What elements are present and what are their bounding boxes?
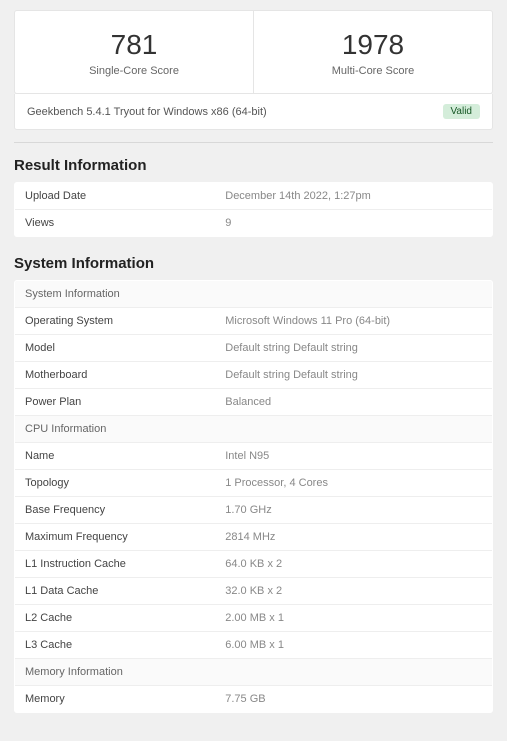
- value-l3: 6.00 MB x 1: [215, 632, 492, 659]
- divider: [14, 142, 493, 143]
- row-l3: L3 Cache 6.00 MB x 1: [15, 632, 493, 659]
- subheader-memory-label: Memory Information: [15, 659, 493, 686]
- row-model: Model Default string Default string: [15, 335, 493, 362]
- system-info-table: System Information Operating System Micr…: [14, 280, 493, 713]
- label-power-plan: Power Plan: [15, 389, 216, 416]
- label-model: Model: [15, 335, 216, 362]
- system-info-title: System Information: [14, 255, 493, 272]
- value-memory: 7.75 GB: [215, 686, 492, 713]
- value-l2: 2.00 MB x 1: [215, 605, 492, 632]
- label-upload-date: Upload Date: [15, 183, 216, 210]
- label-os: Operating System: [15, 308, 216, 335]
- label-l2: L2 Cache: [15, 605, 216, 632]
- row-topology: Topology 1 Processor, 4 Cores: [15, 470, 493, 497]
- value-upload-date: December 14th 2022, 1:27pm: [215, 183, 492, 210]
- label-motherboard: Motherboard: [15, 362, 216, 389]
- row-l2: L2 Cache 2.00 MB x 1: [15, 605, 493, 632]
- value-l1d: 32.0 KB x 2: [215, 578, 492, 605]
- single-core-cell: 781 Single-Core Score: [15, 11, 253, 93]
- row-motherboard: Motherboard Default string Default strin…: [15, 362, 493, 389]
- label-cpu-name: Name: [15, 443, 216, 470]
- row-max-freq: Maximum Frequency 2814 MHz: [15, 524, 493, 551]
- benchmark-name: Geekbench 5.4.1 Tryout for Windows x86 (…: [27, 106, 443, 118]
- score-grid: 781 Single-Core Score 1978 Multi-Core Sc…: [14, 10, 493, 94]
- row-cpu-name: Name Intel N95: [15, 443, 493, 470]
- value-power-plan: Balanced: [215, 389, 492, 416]
- label-l1d: L1 Data Cache: [15, 578, 216, 605]
- value-os: Microsoft Windows 11 Pro (64-bit): [215, 308, 492, 335]
- value-motherboard: Default string Default string: [215, 362, 492, 389]
- value-max-freq: 2814 MHz: [215, 524, 492, 551]
- value-model: Default string Default string: [215, 335, 492, 362]
- subheader-system: System Information: [15, 281, 493, 308]
- result-info-title: Result Information: [14, 157, 493, 174]
- single-core-label: Single-Core Score: [15, 65, 253, 77]
- value-topology: 1 Processor, 4 Cores: [215, 470, 492, 497]
- row-base-freq: Base Frequency 1.70 GHz: [15, 497, 493, 524]
- label-base-freq: Base Frequency: [15, 497, 216, 524]
- subheader-cpu-label: CPU Information: [15, 416, 493, 443]
- label-l1i: L1 Instruction Cache: [15, 551, 216, 578]
- label-memory: Memory: [15, 686, 216, 713]
- page-container: 781 Single-Core Score 1978 Multi-Core Sc…: [0, 0, 507, 741]
- multi-core-label: Multi-Core Score: [254, 65, 492, 77]
- label-views: Views: [15, 210, 216, 237]
- value-l1i: 64.0 KB x 2: [215, 551, 492, 578]
- row-l1d: L1 Data Cache 32.0 KB x 2: [15, 578, 493, 605]
- label-l3: L3 Cache: [15, 632, 216, 659]
- row-l1i: L1 Instruction Cache 64.0 KB x 2: [15, 551, 493, 578]
- value-cpu-name: Intel N95: [215, 443, 492, 470]
- row-power-plan: Power Plan Balanced: [15, 389, 493, 416]
- result-info-table: Upload Date December 14th 2022, 1:27pm V…: [14, 182, 493, 237]
- row-views: Views 9: [15, 210, 493, 237]
- row-upload-date: Upload Date December 14th 2022, 1:27pm: [15, 183, 493, 210]
- multi-core-cell: 1978 Multi-Core Score: [253, 11, 492, 93]
- value-views: 9: [215, 210, 492, 237]
- row-os: Operating System Microsoft Windows 11 Pr…: [15, 308, 493, 335]
- value-base-freq: 1.70 GHz: [215, 497, 492, 524]
- label-max-freq: Maximum Frequency: [15, 524, 216, 551]
- benchmark-row: Geekbench 5.4.1 Tryout for Windows x86 (…: [14, 94, 493, 130]
- valid-badge: Valid: [443, 104, 481, 119]
- subheader-memory: Memory Information: [15, 659, 493, 686]
- multi-core-value: 1978: [254, 29, 492, 61]
- row-memory: Memory 7.75 GB: [15, 686, 493, 713]
- label-topology: Topology: [15, 470, 216, 497]
- single-core-value: 781: [15, 29, 253, 61]
- subheader-cpu: CPU Information: [15, 416, 493, 443]
- subheader-system-label: System Information: [15, 281, 493, 308]
